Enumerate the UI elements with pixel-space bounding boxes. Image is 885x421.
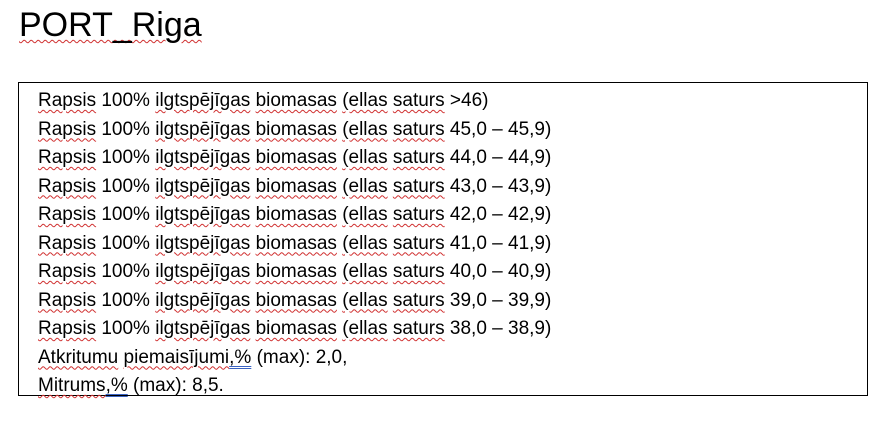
spelling-word: biomasas: [255, 147, 337, 168]
spelling-word: Rapsis: [38, 261, 97, 282]
spelling-word: saturs: [392, 90, 445, 111]
list-item: Rapsis 100% ilgtspējīgas biomasas (ellas…: [38, 287, 551, 316]
spelling-word: Rapsis: [38, 232, 97, 254]
spelling-word: (ellas: [342, 90, 388, 111]
plain-text: 100%: [96, 204, 156, 225]
plain-text: 100%: [96, 318, 156, 339]
spelling-word: biomasas: [255, 90, 337, 111]
spelling-word: ilgtspējīgas: [155, 232, 251, 254]
spelling-word: biomasas: [255, 289, 337, 311]
spelling-word: Rapsis: [38, 118, 97, 140]
plain-text: 100%: [96, 232, 156, 254]
spelling-word: (ellas: [342, 147, 388, 168]
spelling-word: saturs: [392, 147, 445, 168]
spelling-word: Atkritumu: [38, 346, 119, 368]
plain-text: 100%: [96, 147, 156, 168]
spelling-word: ilgtspējīgas: [155, 175, 251, 197]
spelling-word: ilgtspējīgas: [155, 90, 251, 111]
grammar-flag: ,%: [105, 375, 128, 396]
spelling-word: biomasas: [255, 261, 337, 282]
spelling-word: ilgtspējīgas: [155, 147, 251, 168]
spelling-word: saturs: [392, 289, 445, 311]
plain-text: 100%: [96, 261, 156, 282]
list-item: Rapsis 100% ilgtspējīgas biomasas (ellas…: [38, 201, 551, 230]
line-value: >46): [444, 90, 489, 111]
moisture-line: Mitrums,% (max): 8,5.: [38, 372, 551, 401]
spelling-word: saturs: [392, 261, 445, 282]
spelling-word: biomasas: [255, 232, 337, 254]
spelling-word: biomasas: [255, 118, 337, 140]
list-item: Rapsis 100% ilgtspējīgas biomasas (ellas…: [38, 144, 551, 173]
line-value: 41,0 – 41,9): [444, 232, 552, 254]
spelling-word: biomasas: [255, 318, 337, 339]
spelling-word: (ellas: [342, 204, 388, 225]
spelling-word: Rapsis: [38, 204, 97, 225]
spelling-word: biomasas: [255, 175, 337, 197]
spelling-word: saturs: [392, 318, 445, 339]
document-title: PORT_Riga: [19, 6, 202, 44]
line-value: 40,0 – 40,9): [444, 261, 552, 282]
line-value: 44,0 – 44,9): [444, 147, 552, 168]
spelling-word: biomasas: [255, 204, 337, 225]
line-value: 43,0 – 43,9): [444, 175, 552, 197]
spelling-word: ilgtspējīgas: [155, 261, 251, 282]
line-value: 38,0 – 38,9): [444, 318, 552, 339]
list-item: Rapsis 100% ilgtspējīgas biomasas (ellas…: [38, 230, 551, 259]
spelling-word: Rapsis: [38, 90, 97, 111]
grammar-flag: ,%: [229, 346, 252, 368]
spelling-word: (ellas: [342, 261, 388, 282]
spelling-word: (ellas: [342, 318, 388, 339]
spelling-word: Rapsis: [38, 147, 97, 168]
spelling-word: saturs: [392, 175, 445, 197]
spelling-word: ilgtspējīgas: [155, 318, 251, 339]
spelling-word: saturs: [392, 232, 445, 254]
spelling-word: piemaisījumi: [123, 346, 230, 368]
spelling-word: saturs: [392, 204, 445, 225]
spelling-word: Rapsis: [38, 318, 97, 339]
plain-text: 100%: [96, 90, 156, 111]
line-value: 45,0 – 45,9): [444, 118, 552, 140]
spelling-word: ilgtspējīgas: [155, 289, 251, 311]
impurities-line: Atkritumu piemaisījumi,% (max): 2,0,: [38, 344, 551, 373]
spelling-word: ilgtspējīgas: [155, 204, 251, 225]
spelling-word: Rapsis: [38, 289, 97, 311]
spelling-word: (ellas: [342, 118, 388, 140]
plain-text: 100%: [96, 175, 156, 197]
line-value: (max): 2,0,: [251, 346, 348, 368]
specification-box: Rapsis 100% ilgtspējīgas biomasas (ellas…: [18, 82, 868, 396]
spelling-word: saturs: [392, 118, 445, 140]
spelling-word: ilgtspējīgas: [155, 118, 251, 140]
list-item: Rapsis 100% ilgtspējīgas biomasas (ellas…: [38, 87, 551, 116]
line-value: 39,0 – 39,9): [444, 289, 552, 311]
spelling-word: (ellas: [342, 232, 388, 254]
specification-list: Rapsis 100% ilgtspējīgas biomasas (ellas…: [38, 87, 551, 401]
spelling-word: Mitrums: [38, 375, 106, 396]
spelling-word: (ellas: [342, 289, 388, 311]
plain-text: 100%: [96, 289, 156, 311]
line-value: (max): 8,5.: [127, 375, 224, 396]
line-value: 42,0 – 42,9): [444, 204, 552, 225]
list-item: Rapsis 100% ilgtspējīgas biomasas (ellas…: [38, 116, 551, 145]
list-item: Rapsis 100% ilgtspējīgas biomasas (ellas…: [38, 258, 551, 287]
plain-text: 100%: [96, 118, 156, 140]
spelling-word: Rapsis: [38, 175, 97, 197]
list-item: Rapsis 100% ilgtspējīgas biomasas (ellas…: [38, 173, 551, 202]
spelling-word: (ellas: [342, 175, 388, 197]
list-item: Rapsis 100% ilgtspējīgas biomasas (ellas…: [38, 315, 551, 344]
